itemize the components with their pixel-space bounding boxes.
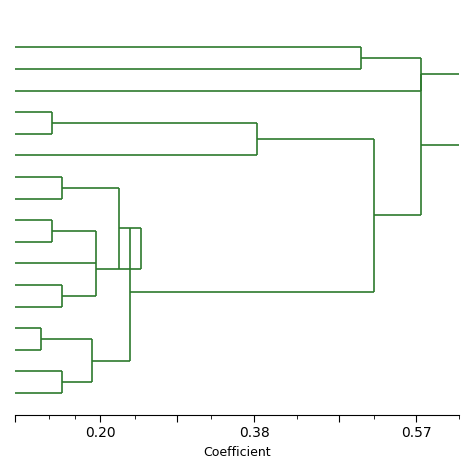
X-axis label: Coefficient: Coefficient [203,446,271,459]
